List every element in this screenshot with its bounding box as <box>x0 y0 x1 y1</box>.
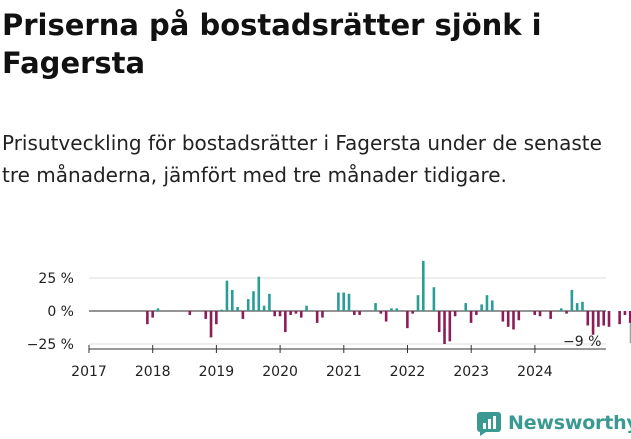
bar <box>257 276 261 311</box>
bar <box>215 311 218 325</box>
bar <box>432 287 436 311</box>
bar <box>506 311 510 327</box>
bar <box>437 311 441 333</box>
newsworthy-chart-icon <box>477 412 501 436</box>
bar <box>294 311 298 314</box>
bar <box>204 311 208 319</box>
bar <box>315 311 319 323</box>
bar <box>448 311 452 342</box>
x-tick-label: 2021 <box>326 364 362 380</box>
bar <box>390 308 393 311</box>
bar <box>146 311 149 325</box>
bar-chart: 25 % 0 % −25 % 2017 2018 2019 2020 2021 2022 202… <box>27 260 631 380</box>
bar <box>305 305 308 311</box>
bar <box>353 311 356 315</box>
bar <box>475 311 478 315</box>
x-tick-label: 2024 <box>517 364 553 380</box>
x-tick-label: 2022 <box>390 364 426 380</box>
bar <box>347 293 351 311</box>
bar <box>289 311 292 315</box>
bar <box>480 304 483 311</box>
end-value-label: −9 % <box>563 334 601 350</box>
bar-series <box>146 260 631 344</box>
bar <box>411 311 414 314</box>
y-tick-label: 0 % <box>47 304 74 320</box>
bar <box>246 299 250 311</box>
bar <box>337 292 340 311</box>
chart-title: Priserna på bostadsrätter sjönk i Fagers… <box>2 8 542 80</box>
chart-subtitle: Prisutveckling för bostadsrätter i Fager… <box>2 131 602 187</box>
bar <box>559 308 563 311</box>
bar <box>597 311 600 327</box>
bar <box>262 305 266 311</box>
bar <box>464 303 468 311</box>
bar <box>230 289 234 311</box>
bar <box>501 311 505 322</box>
bar <box>225 280 229 311</box>
bar <box>379 311 383 314</box>
x-tick-label: 2020 <box>262 364 298 380</box>
bar <box>358 311 361 315</box>
bar <box>273 311 277 317</box>
bar <box>602 311 605 326</box>
y-axis-labels: 25 % 0 % −25 % <box>27 271 74 353</box>
bar <box>252 291 255 311</box>
bar <box>384 311 388 322</box>
y-tick-label: 25 % <box>38 271 74 287</box>
bar <box>299 311 303 318</box>
y-tick-label: −25 % <box>27 337 74 353</box>
bar <box>517 311 521 321</box>
bar <box>421 260 425 311</box>
bar <box>581 301 584 311</box>
x-axis: 2017 2018 2019 2020 2021 2022 2023 2024 <box>71 322 631 380</box>
bar <box>575 303 579 311</box>
x-tick-label: 2023 <box>453 364 489 380</box>
bar <box>416 295 420 311</box>
bar <box>533 311 537 315</box>
bar <box>565 311 568 314</box>
bar <box>490 300 494 311</box>
x-tick-label: 2018 <box>135 364 171 380</box>
bar <box>156 308 160 311</box>
bar <box>538 311 542 317</box>
bar <box>374 303 377 311</box>
bar <box>236 307 239 311</box>
bar <box>284 311 287 333</box>
bar <box>209 311 213 338</box>
bar <box>406 311 409 329</box>
bar <box>485 295 489 311</box>
bar <box>395 308 399 311</box>
bar <box>321 311 324 318</box>
x-tick-label: 2017 <box>71 364 107 380</box>
bar <box>469 311 473 323</box>
gridlines <box>89 277 606 345</box>
bar <box>628 311 631 323</box>
bar <box>342 292 345 311</box>
bar <box>549 311 552 319</box>
bar <box>586 311 590 326</box>
x-tick-label: 2019 <box>199 364 235 380</box>
bar <box>443 311 446 344</box>
bar <box>512 311 515 330</box>
bar <box>278 311 282 317</box>
newsworthy-brand: Newsworthy <box>476 407 631 439</box>
bar <box>151 311 154 318</box>
bar <box>591 311 595 335</box>
bar <box>618 311 621 325</box>
bar <box>188 311 192 315</box>
bar <box>623 311 627 315</box>
bar <box>268 293 271 311</box>
bar <box>570 289 574 311</box>
bar <box>607 311 611 327</box>
bar <box>220 309 223 311</box>
brand-name: Newsworthy <box>508 412 631 434</box>
bar <box>453 311 457 317</box>
bar <box>241 311 245 319</box>
